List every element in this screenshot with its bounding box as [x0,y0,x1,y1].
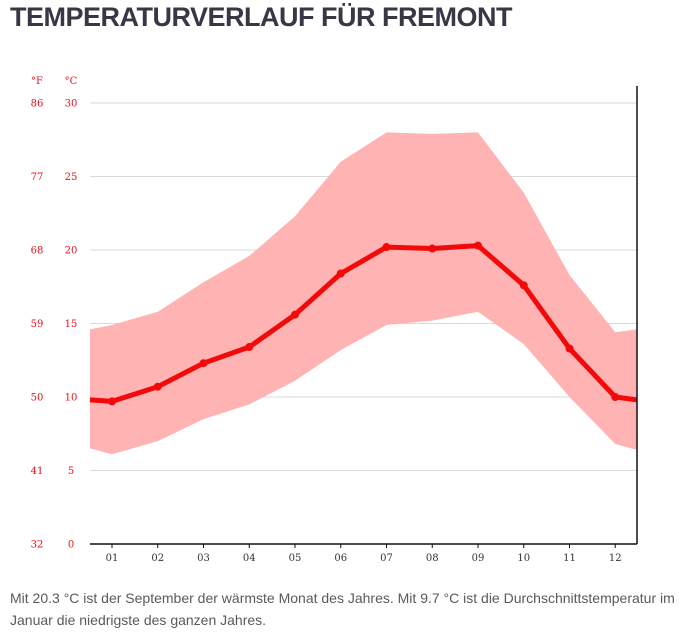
x-tick-label: 09 [472,553,485,564]
fahrenheit-tick-label: 86 [31,99,44,110]
celsius-tick-label: 10 [65,393,78,404]
data-point [199,359,208,368]
data-point [336,269,345,278]
data-point [519,281,528,290]
x-tick-label: 11 [563,553,576,564]
x-tick-label: 10 [517,553,530,564]
x-tick-label: 02 [151,553,164,564]
celsius-axis-label: °C [65,76,78,87]
data-point [245,343,254,352]
celsius-tick-label: 15 [65,319,78,330]
page-title: TEMPERATURVERLAUF FÜR FREMONT [10,2,512,32]
data-point [474,241,482,250]
min-max-band [90,132,637,455]
data-point [428,244,437,253]
celsius-tick-label: 30 [65,99,78,110]
fahrenheit-tick-label: 68 [31,246,44,257]
data-point [382,243,391,252]
data-point [565,344,574,353]
fahrenheit-axis-label: °F [31,76,43,87]
fahrenheit-tick-label: 41 [31,466,44,477]
fahrenheit-tick-label: 50 [31,393,44,404]
celsius-tick-label: 25 [65,172,78,183]
x-tick-label: 07 [380,553,393,564]
fahrenheit-tick-label: 32 [31,540,44,551]
data-point [153,382,162,391]
temperature-chart: 01 02 03 04 05 06 07 08 09 10 11 12 °F °C 32 0 41 5 50 10 59… [31,76,638,564]
celsius-tick-label: 20 [65,246,78,257]
fahrenheit-tick-label: 77 [31,172,44,183]
x-tick-label: 04 [243,553,256,564]
average-temperature-line [89,243,638,404]
x-tick-label: 03 [197,553,210,564]
data-point [611,393,620,401]
data-point [291,310,299,319]
celsius-tick-label: 0 [68,540,74,551]
chart-caption: Mit 20.3 °C ist der September der wärmst… [10,590,675,628]
x-tick-label: 12 [609,553,622,564]
x-tick-label: 01 [106,553,119,564]
data-point [108,397,116,406]
x-tick-label: 05 [289,553,302,564]
x-tick-label: 06 [334,553,347,564]
x-tick-label: 08 [426,553,439,564]
celsius-tick-label: 5 [68,466,74,477]
fahrenheit-tick-label: 59 [31,319,44,330]
